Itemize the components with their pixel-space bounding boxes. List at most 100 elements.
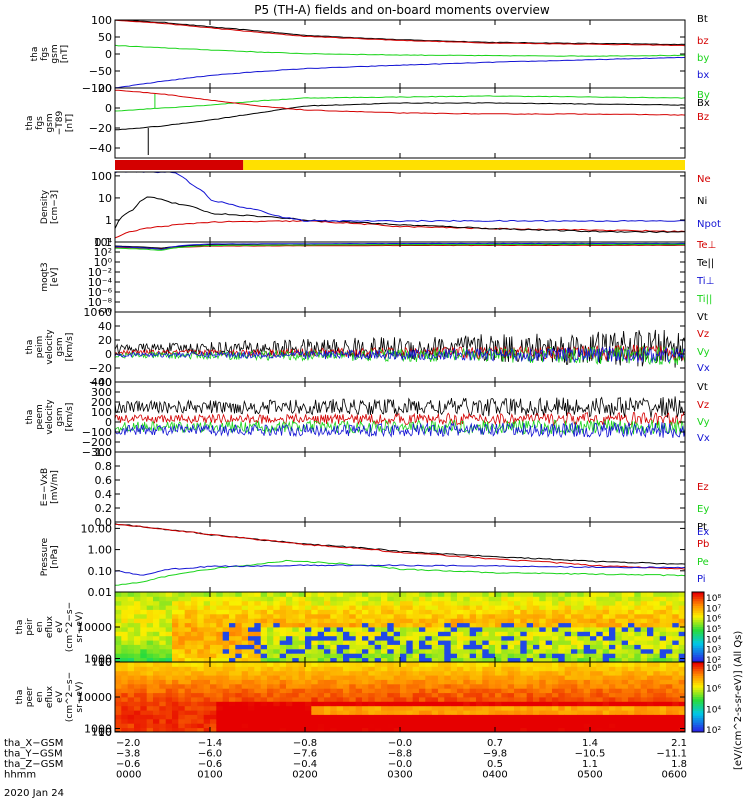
colorbar-segment (692, 617, 704, 621)
spectrogram-cell (590, 653, 597, 659)
spectrogram-cell (127, 657, 135, 663)
spectrogram-cell (482, 613, 489, 619)
spectrogram-cell (267, 605, 274, 610)
spectrogram-cell (583, 640, 591, 645)
spectrogram-cell (273, 605, 280, 610)
spectrogram-cell (311, 631, 318, 637)
spectrogram-cell (368, 635, 375, 641)
spectrogram-cell (678, 683, 686, 689)
spectrogram-cell (495, 692, 502, 698)
spectrogram-cell (577, 723, 584, 729)
spectrogram-cell (153, 701, 160, 707)
spectrogram-cell (191, 705, 198, 711)
spectrogram-cell (229, 631, 236, 637)
spectrogram-cell (191, 609, 198, 615)
spectrogram-cell (450, 705, 458, 711)
spectrogram-cell (134, 701, 141, 707)
colorbar-segment (692, 601, 704, 605)
spectrogram-cell (501, 701, 508, 707)
spectrogram-cell (615, 657, 622, 663)
spectrogram-cell (431, 688, 439, 694)
spectrogram-cell (159, 697, 166, 702)
x-row-value: 0100 (197, 770, 222, 781)
spectrogram-cell (254, 710, 261, 715)
spectrogram-cell (507, 609, 515, 615)
spectrogram-cell (412, 622, 420, 628)
spectrogram-cell (381, 627, 388, 632)
spectrogram-cell (609, 631, 616, 637)
spectrogram-cell (343, 592, 350, 597)
spectrogram-cell (621, 723, 629, 729)
spectrogram-cell (248, 714, 255, 720)
spectrogram-cell (583, 648, 591, 654)
spectrogram-cell (235, 670, 242, 676)
spectrogram-cell (381, 714, 388, 720)
spectrogram-cell (615, 705, 622, 711)
spectrogram-cell (666, 622, 673, 628)
spectrogram-cell (317, 714, 325, 720)
spectrogram-cell (526, 679, 534, 685)
spectrogram-cell (343, 679, 350, 685)
spectrogram-cell (387, 644, 394, 650)
spectrogram-cell (463, 648, 470, 654)
x-row-value: 1.1 (582, 759, 598, 770)
spectrogram-cell (121, 648, 128, 654)
spectrogram-cell (210, 727, 217, 733)
spectrogram-cell (640, 613, 648, 619)
spectrogram-cell (197, 697, 204, 702)
spectrogram-cell (153, 705, 160, 711)
spectrogram-cell (558, 600, 565, 606)
spectrogram-cell (419, 666, 426, 672)
spectrogram-cell (520, 675, 527, 680)
y-tick-label: 10 (98, 192, 112, 205)
spectrogram-cell (444, 622, 451, 628)
spectrogram-cell (191, 662, 198, 667)
spectrogram-cell (235, 710, 242, 715)
spectrogram-cell (115, 648, 122, 654)
spectrogram-cell (647, 596, 654, 602)
spectrogram-cell (659, 618, 667, 624)
spectrogram-cell (552, 697, 559, 702)
spectrogram-cell (558, 596, 565, 602)
spectrogram-cell (533, 679, 540, 685)
y-axis-label: peim (35, 336, 45, 359)
spectrogram-cell (495, 662, 502, 667)
spectrogram-cell (444, 592, 451, 597)
spectrogram-cell (127, 631, 135, 637)
spectrogram-cell (248, 675, 255, 680)
spectrogram-cell (121, 714, 128, 720)
spectrogram-cell (431, 697, 439, 702)
spectrogram-cell (412, 640, 420, 645)
spectrogram-cell (615, 675, 622, 680)
spectrogram-cell (476, 631, 483, 637)
spectrogram-cell (159, 688, 166, 694)
spectrogram-cell (279, 635, 287, 641)
spectrogram-cell (184, 688, 192, 694)
spectrogram-cell (267, 710, 274, 715)
spectrogram-cell (400, 622, 407, 628)
spectrogram-cell (216, 697, 223, 702)
y-axis-label: Density (40, 189, 50, 224)
spectrogram-cell (140, 692, 147, 698)
spectrogram-cell (507, 622, 515, 628)
spectrogram-cell (419, 600, 426, 606)
spectrogram-cell (571, 718, 578, 724)
spectrogram-cell (495, 627, 502, 632)
spectrogram-cell (476, 618, 483, 624)
y-tick-label: 200 (91, 396, 112, 409)
spectrogram-cell (450, 688, 458, 694)
spectrogram-cell (172, 609, 179, 615)
spectrogram-cell (279, 683, 287, 689)
spectrogram-cell (115, 609, 122, 615)
spectrogram-cell (577, 710, 584, 715)
spectrogram-cell (425, 627, 432, 632)
spectrogram-cell (248, 718, 255, 724)
spectrogram-cell (590, 697, 597, 702)
spectrogram-cell (165, 697, 173, 702)
spectrogram-cell (590, 657, 597, 663)
spectrogram-cell (457, 692, 464, 698)
spectrogram-cell (159, 675, 166, 680)
spectrogram-cell (248, 627, 255, 632)
x-row-value: −10.5 (575, 749, 606, 760)
spectrogram-cell (552, 662, 559, 667)
